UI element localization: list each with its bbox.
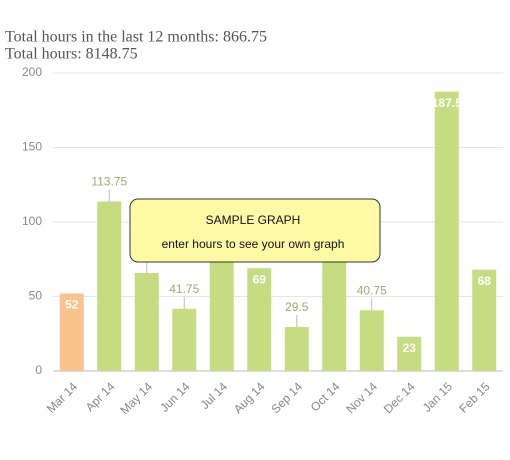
summary-line: Total hours: 8148.75: [5, 46, 138, 63]
x-tick-label: Feb 15: [456, 379, 493, 416]
x-tick-label: Jun 14: [157, 379, 193, 415]
y-tick-label: 200: [22, 65, 42, 79]
data-label: 29.5: [285, 300, 309, 314]
y-tick-label: 150: [22, 140, 42, 154]
bar: [97, 201, 122, 371]
bar: [434, 91, 459, 371]
overlay-box: [129, 198, 381, 263]
bar: [322, 244, 347, 371]
bar: [134, 273, 159, 371]
bar: [284, 327, 309, 371]
x-tick-label: Apr 14: [83, 379, 118, 414]
data-label: 68: [478, 274, 492, 288]
data-label: 113.75: [91, 175, 127, 189]
bar: [247, 268, 272, 371]
x-tick-label: Mar 14: [44, 379, 81, 416]
y-tick-label: 50: [29, 289, 43, 303]
summary-line: Total hours in the last 12 months: 866.7…: [5, 29, 267, 46]
x-tick-label: May 14: [117, 379, 155, 417]
x-tick-label: Dec 14: [381, 379, 418, 416]
bar: [359, 310, 384, 371]
y-tick-label: 100: [22, 214, 42, 228]
x-tick-label: Jul 14: [198, 379, 231, 412]
data-label: 187.5: [432, 96, 462, 110]
x-tick-label: Nov 14: [343, 379, 380, 416]
data-label: 40.75: [357, 283, 387, 297]
bar: [472, 269, 497, 371]
x-tick-label: Jan 15: [420, 379, 456, 415]
overlay-text: enter hours to see your own graph: [162, 237, 345, 251]
bar: [397, 336, 422, 371]
data-label: 41.75: [169, 282, 199, 296]
overlay-title: SAMPLE GRAPH: [206, 213, 301, 227]
x-tick-label: Sep 14: [268, 379, 305, 416]
bar: [59, 293, 84, 371]
data-label: 23: [403, 341, 417, 355]
x-tick-label: Aug 14: [231, 379, 268, 416]
data-label: 52: [65, 298, 79, 312]
bar: [172, 308, 197, 371]
x-tick-label: Oct 14: [308, 379, 343, 414]
data-label: 69: [253, 272, 267, 286]
y-tick-label: 0: [35, 363, 42, 377]
